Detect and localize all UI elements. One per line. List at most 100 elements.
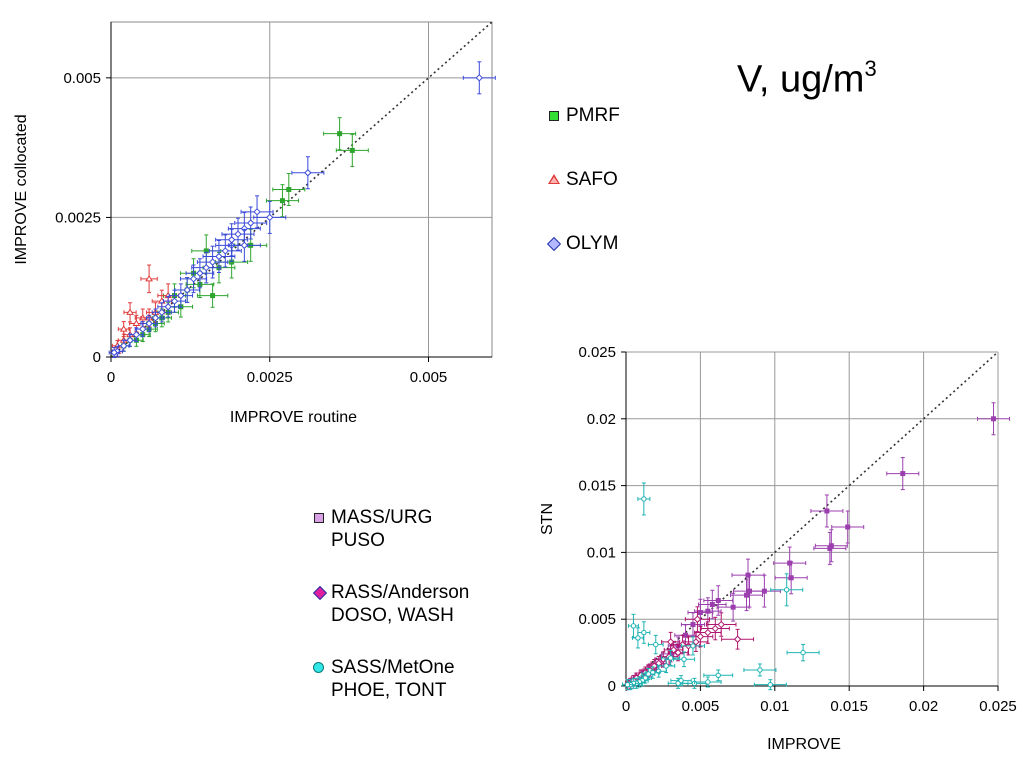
data-point bbox=[788, 575, 794, 581]
data-point bbox=[337, 131, 343, 137]
data-point bbox=[158, 308, 166, 317]
data-point bbox=[653, 641, 659, 648]
data-point bbox=[286, 187, 292, 192]
data-point bbox=[711, 624, 719, 633]
legend-label-line2: PHOE, TONT bbox=[331, 680, 447, 701]
data-point bbox=[761, 588, 767, 594]
data-point bbox=[126, 336, 134, 344]
data-point bbox=[715, 672, 721, 679]
data-point bbox=[210, 293, 216, 299]
legend-label-line1: RASS/Anderson bbox=[331, 582, 470, 603]
legend-label-line1: SASS/MetOne bbox=[331, 657, 455, 678]
data-point bbox=[240, 241, 249, 250]
scatter-chart-1: 00 0.0025 0.0025 0.005 0.005 IMPROVE routine I… bbox=[13, 21, 496, 426]
data-point bbox=[304, 169, 312, 177]
data-point bbox=[208, 258, 217, 266]
data-point bbox=[675, 680, 681, 687]
legend-label: OLYM bbox=[566, 233, 619, 254]
data-point bbox=[692, 638, 700, 646]
triangle-marker-icon bbox=[548, 174, 560, 184]
data-point bbox=[641, 496, 647, 502]
data-point bbox=[110, 348, 118, 357]
data-point bbox=[730, 604, 736, 610]
x-tick-label: 0.02 bbox=[909, 698, 938, 715]
data-point bbox=[705, 608, 711, 614]
data-point bbox=[705, 679, 711, 685]
data-point bbox=[900, 471, 906, 477]
data-point bbox=[183, 286, 191, 294]
y-tick-label: 0.005 bbox=[63, 70, 101, 87]
x-tick-label: 0 bbox=[107, 369, 115, 386]
y-tick-label: 0.015 bbox=[578, 478, 616, 495]
series-mass-urg bbox=[627, 402, 1011, 687]
series-sass-metone bbox=[621, 482, 820, 691]
legend-label-line2: PUSO bbox=[331, 530, 385, 551]
data-point bbox=[170, 297, 179, 305]
x-tick-label: 0.025 bbox=[979, 698, 1017, 715]
x-axis-label: IMPROVE bbox=[767, 736, 841, 753]
data-point bbox=[697, 610, 703, 616]
data-point bbox=[828, 543, 834, 549]
data-point bbox=[349, 147, 355, 153]
x-tick-label: 0.005 bbox=[682, 698, 720, 715]
square-marker-icon bbox=[549, 111, 559, 121]
legend-label: SAFO bbox=[566, 169, 618, 190]
legend-label-line2: DOSO, WASH bbox=[331, 605, 454, 626]
data-point bbox=[784, 587, 790, 593]
data-point bbox=[145, 274, 153, 282]
data-point bbox=[177, 291, 185, 300]
data-point bbox=[667, 655, 674, 661]
x-axis-label: IMPROVE routine bbox=[230, 409, 357, 426]
chart-title: V, ug/m3 bbox=[737, 56, 877, 101]
data-point bbox=[845, 524, 851, 530]
data-point bbox=[663, 663, 669, 669]
data-point bbox=[767, 681, 774, 688]
data-point bbox=[202, 263, 210, 272]
data-point bbox=[733, 635, 742, 643]
y-tick-label: 0.02 bbox=[587, 411, 616, 428]
data-point bbox=[717, 620, 725, 629]
data-point bbox=[234, 230, 242, 238]
y-tick-label: 0.005 bbox=[578, 611, 616, 628]
data-point bbox=[635, 635, 641, 641]
data-point bbox=[139, 325, 147, 333]
data-point bbox=[800, 649, 806, 656]
data-point bbox=[119, 325, 128, 332]
y-tick-label: 0 bbox=[608, 678, 616, 695]
data-point bbox=[475, 74, 484, 82]
data-point bbox=[145, 319, 153, 328]
data-point bbox=[991, 416, 997, 422]
legend-label-line1: MASS/URG bbox=[331, 507, 433, 528]
x-tick-label: 0.01 bbox=[760, 698, 789, 715]
data-point bbox=[744, 592, 750, 598]
data-point bbox=[624, 681, 631, 688]
data-point bbox=[246, 219, 255, 227]
data-point bbox=[126, 308, 134, 315]
data-point bbox=[215, 252, 223, 261]
scatter-chart-2: 00 0.005 0.005 0.01 0.01 0.015 0.015 0.02 0.02 0.… bbox=[539, 344, 1017, 753]
y-axis-label: STN bbox=[539, 503, 556, 535]
data-point bbox=[787, 560, 793, 566]
y-axis-label: IMPROVE collocated bbox=[13, 114, 30, 264]
data-point bbox=[690, 622, 696, 628]
data-point bbox=[266, 213, 274, 222]
data-point bbox=[824, 508, 830, 514]
data-point bbox=[196, 269, 204, 277]
data-point bbox=[709, 602, 715, 608]
x-tick-label: 0 bbox=[622, 698, 630, 715]
data-point bbox=[164, 303, 172, 311]
data-point bbox=[757, 667, 763, 673]
data-point bbox=[704, 628, 712, 637]
square-marker-icon bbox=[314, 513, 324, 523]
data-point bbox=[681, 656, 687, 662]
data-point bbox=[253, 208, 261, 216]
data-point bbox=[189, 275, 198, 283]
y-tick-label: 0.01 bbox=[587, 544, 616, 561]
y-tick-label: 0.025 bbox=[578, 344, 616, 361]
x-tick-label: 0.005 bbox=[410, 369, 448, 386]
x-tick-label: 0.015 bbox=[830, 698, 868, 715]
data-point bbox=[645, 671, 652, 677]
x-tick-label: 0.0025 bbox=[247, 369, 293, 386]
data-point bbox=[630, 623, 637, 629]
